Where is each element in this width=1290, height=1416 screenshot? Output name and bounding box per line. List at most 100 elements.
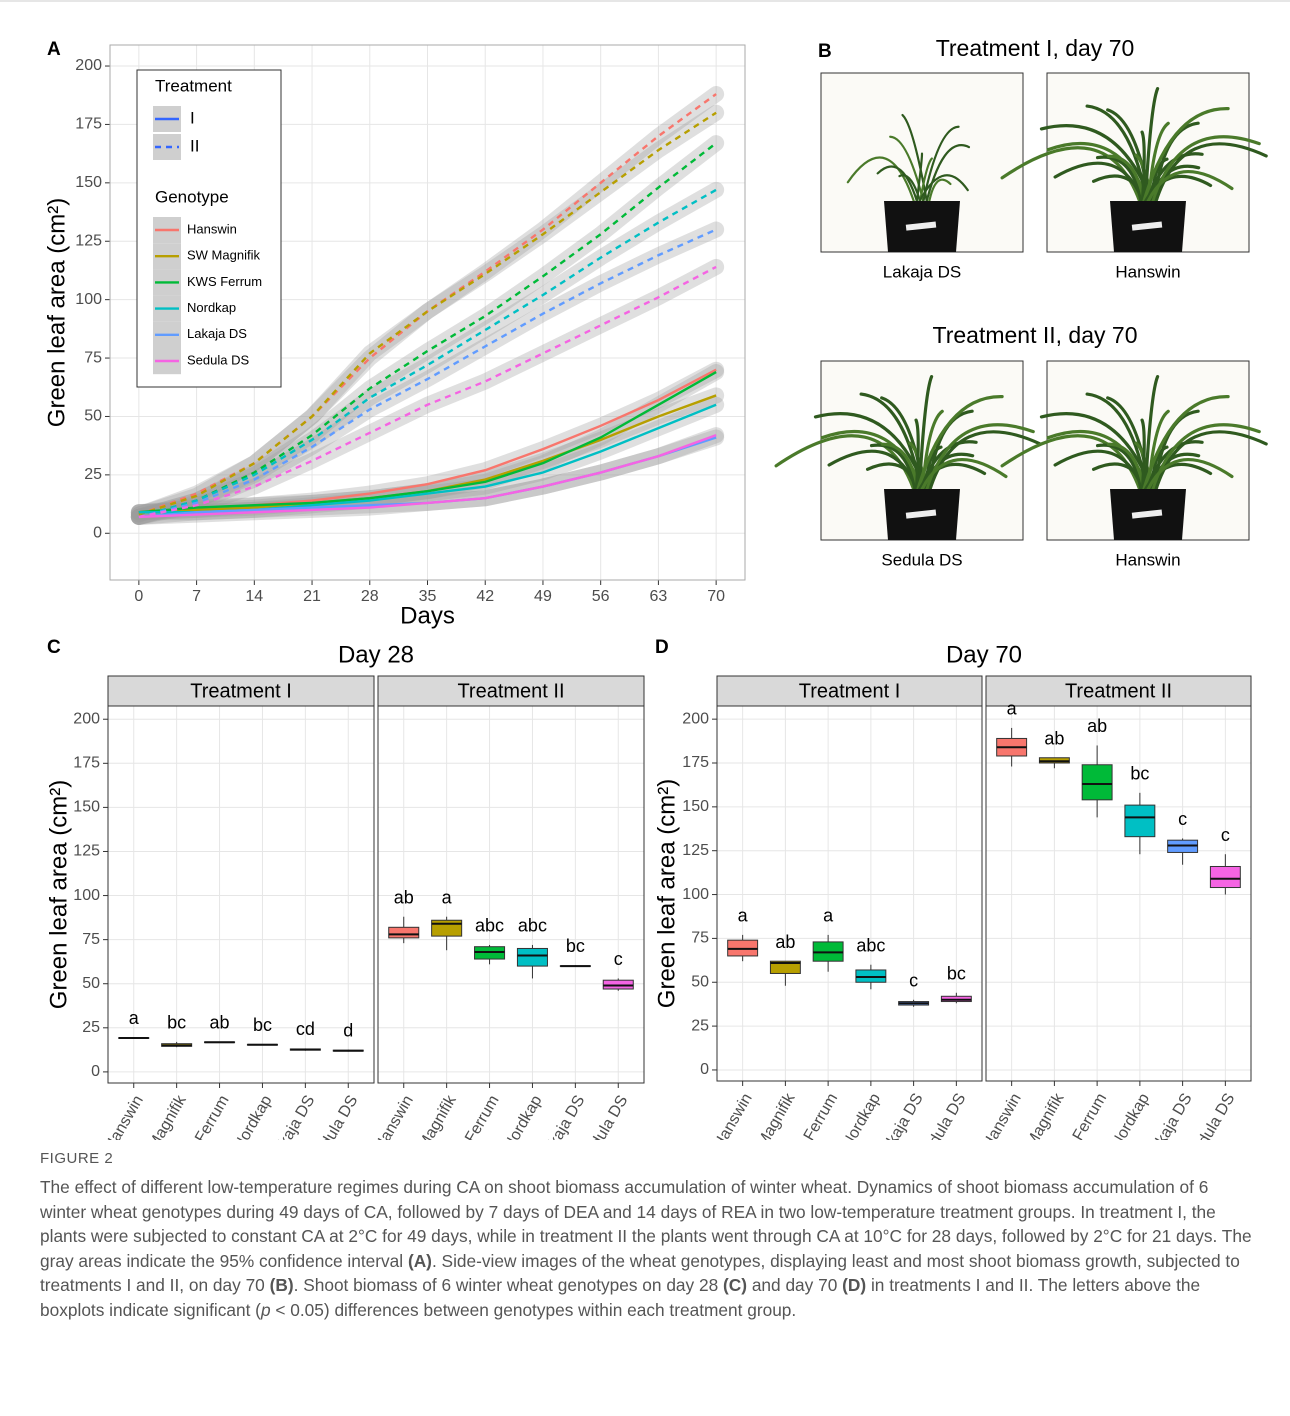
caption-text: The effect of different low-temperature …	[40, 1175, 1255, 1322]
y-tick-label: 125	[75, 232, 102, 249]
significance-letter: a	[823, 906, 834, 926]
y-tick-label: 0	[700, 1061, 709, 1078]
significance-letter: a	[738, 906, 749, 926]
y-tick-label: 25	[691, 1017, 709, 1034]
significance-letter: ab	[1087, 716, 1107, 736]
legend-label: Nordkap	[187, 300, 236, 315]
x-tick-label: Lakaja DS	[1144, 1091, 1196, 1140]
photo-row-title: Treatment I, day 70	[936, 35, 1135, 61]
x-tick-label: Nordkap	[501, 1093, 546, 1140]
caption-segment: p	[261, 1300, 271, 1320]
y-tick-label: 50	[84, 408, 102, 425]
significance-letter: ab	[1044, 728, 1064, 748]
y-axis-title: Green leaf area (cm²)	[45, 780, 72, 1009]
y-tick-label: 200	[682, 710, 709, 727]
y-axis-title: Green leaf area (cm²)	[43, 198, 70, 427]
x-tick-label: Nordkap	[839, 1091, 884, 1140]
facet-label: Treatment I	[799, 680, 901, 702]
significance-letter: a	[442, 887, 453, 907]
x-tick-label: Lakaja DS	[267, 1093, 319, 1140]
significance-letter: c	[1221, 825, 1230, 845]
panel-label: C	[47, 637, 61, 658]
box	[389, 927, 419, 938]
caption-segment: (B)	[270, 1275, 294, 1295]
y-tick-label: 75	[82, 931, 100, 948]
panel-border	[717, 706, 982, 1081]
x-tick-label: 49	[534, 588, 552, 605]
x-tick-label: 28	[361, 588, 379, 605]
x-tick-label: Hanswin	[710, 1091, 755, 1140]
y-tick-label: 125	[73, 843, 100, 860]
significance-letter: c	[614, 949, 623, 969]
x-tick-label: Nordkap	[231, 1093, 276, 1140]
y-tick-label: 175	[75, 116, 102, 133]
box	[1210, 866, 1240, 887]
x-tick-label: 14	[245, 588, 263, 605]
panel-border	[986, 706, 1251, 1081]
x-tick-label: Hanswin	[101, 1093, 146, 1140]
y-tick-label: 175	[73, 755, 100, 772]
y-tick-label: 75	[84, 349, 102, 366]
x-tick-label: 63	[650, 588, 668, 605]
significance-letter: ab	[394, 887, 414, 907]
y-tick-label: 100	[75, 291, 102, 308]
y-tick-label: 0	[91, 1063, 100, 1080]
legend-title: Genotype	[155, 187, 229, 206]
panel-border	[378, 706, 644, 1083]
facet-label: Treatment II	[1065, 680, 1172, 702]
photo-label: Sedula DS	[881, 550, 962, 569]
y-tick-label: 100	[682, 886, 709, 903]
y-tick-label: 100	[73, 887, 100, 904]
x-tick-label: 42	[476, 588, 494, 605]
significance-letter: a	[129, 1008, 140, 1028]
legend-label: Sedula DS	[187, 352, 249, 367]
legend-label: KWS Ferrum	[187, 274, 262, 289]
significance-letter: bc	[253, 1015, 272, 1035]
page: A025507510012515017520007142128354249566…	[0, 0, 1290, 1416]
significance-letter: bc	[167, 1013, 186, 1033]
box	[517, 948, 547, 966]
y-tick-label: 25	[82, 1019, 100, 1036]
panel-label: B	[818, 41, 832, 62]
chart-title: Day 28	[338, 641, 414, 668]
y-axis-title: Green leaf area (cm²)	[653, 779, 680, 1008]
x-tick-label: Sedula DS	[578, 1093, 631, 1140]
box	[432, 920, 462, 936]
y-tick-label: 175	[682, 754, 709, 771]
x-tick-label: 56	[592, 588, 610, 605]
box	[1082, 765, 1112, 800]
y-tick-label: 75	[691, 930, 709, 947]
x-tick-label: Sedula DS	[308, 1093, 361, 1140]
photo-row-title: Treatment II, day 70	[933, 322, 1138, 348]
y-tick-label: 0	[93, 524, 102, 541]
facet-label: Treatment II	[457, 680, 564, 702]
y-tick-label: 200	[75, 57, 102, 74]
significance-letter: d	[343, 1020, 353, 1040]
x-tick-label: 0	[134, 588, 143, 605]
y-tick-label: 150	[73, 799, 100, 816]
y-tick-label: 50	[691, 973, 709, 990]
significance-letter: abc	[475, 916, 504, 936]
significance-letter: c	[1178, 809, 1187, 829]
y-tick-label: 150	[75, 174, 102, 191]
y-tick-label: 25	[84, 466, 102, 483]
significance-letter: a	[1007, 699, 1018, 719]
significance-letter: abc	[856, 935, 885, 955]
photo-label: Hanswin	[1115, 262, 1180, 281]
legend-label: SW Magnifik	[187, 248, 260, 263]
y-tick-label: 50	[82, 975, 100, 992]
legend-label: II	[190, 136, 199, 155]
y-tick-label: 125	[682, 842, 709, 859]
caption: FIGURE 2 The effect of different low-tem…	[40, 1150, 1255, 1322]
caption-segment: and day 70	[747, 1275, 842, 1295]
caption-segment: (D)	[842, 1275, 866, 1295]
photo-label: Lakaja DS	[883, 262, 961, 281]
x-axis-title: Days	[400, 602, 455, 629]
significance-letter: ab	[210, 1012, 230, 1032]
x-tick-label: Lakaja DS	[875, 1091, 927, 1140]
photo-label: Hanswin	[1115, 550, 1180, 569]
legend-title: Treatment	[155, 76, 232, 95]
significance-letter: bc	[566, 936, 585, 956]
box	[1125, 805, 1155, 837]
x-tick-label: Lakaja DS	[537, 1093, 589, 1140]
